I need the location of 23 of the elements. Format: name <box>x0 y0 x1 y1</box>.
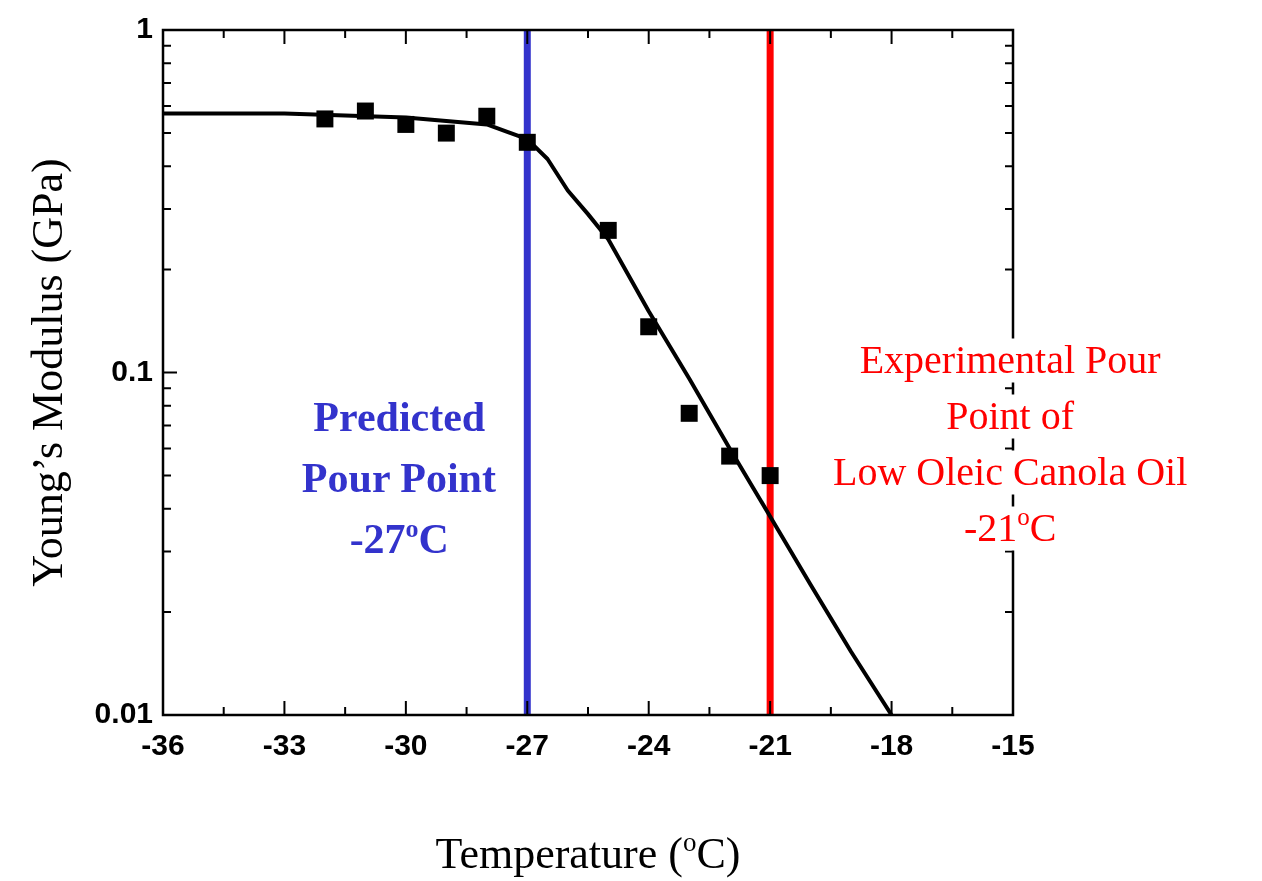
point <box>437 124 455 142</box>
point <box>761 467 779 485</box>
point <box>721 447 739 465</box>
point <box>397 115 415 133</box>
point <box>356 102 374 120</box>
x-tick-label: -15 <box>991 728 1035 762</box>
x-tick-label: -18 <box>869 728 914 762</box>
x-tick-label: -21 <box>748 728 792 762</box>
point <box>680 404 698 422</box>
x-tick-label: -36 <box>141 728 185 762</box>
point <box>316 110 334 128</box>
y-tick-label: 0.01 <box>94 696 153 730</box>
x-tick-label: -24 <box>627 728 671 762</box>
y-axis-title: Young’s Modulus (GPa) <box>23 158 72 587</box>
x-tick-label: -33 <box>262 728 307 762</box>
point <box>478 107 496 125</box>
point <box>518 133 536 151</box>
y-tick-label: 1 <box>136 11 153 45</box>
y-tick-label: 0.1 <box>111 353 153 387</box>
point <box>599 221 617 239</box>
point <box>640 318 658 336</box>
x-tick-label: -27 <box>505 728 549 762</box>
x-tick-label: -30 <box>384 728 428 762</box>
